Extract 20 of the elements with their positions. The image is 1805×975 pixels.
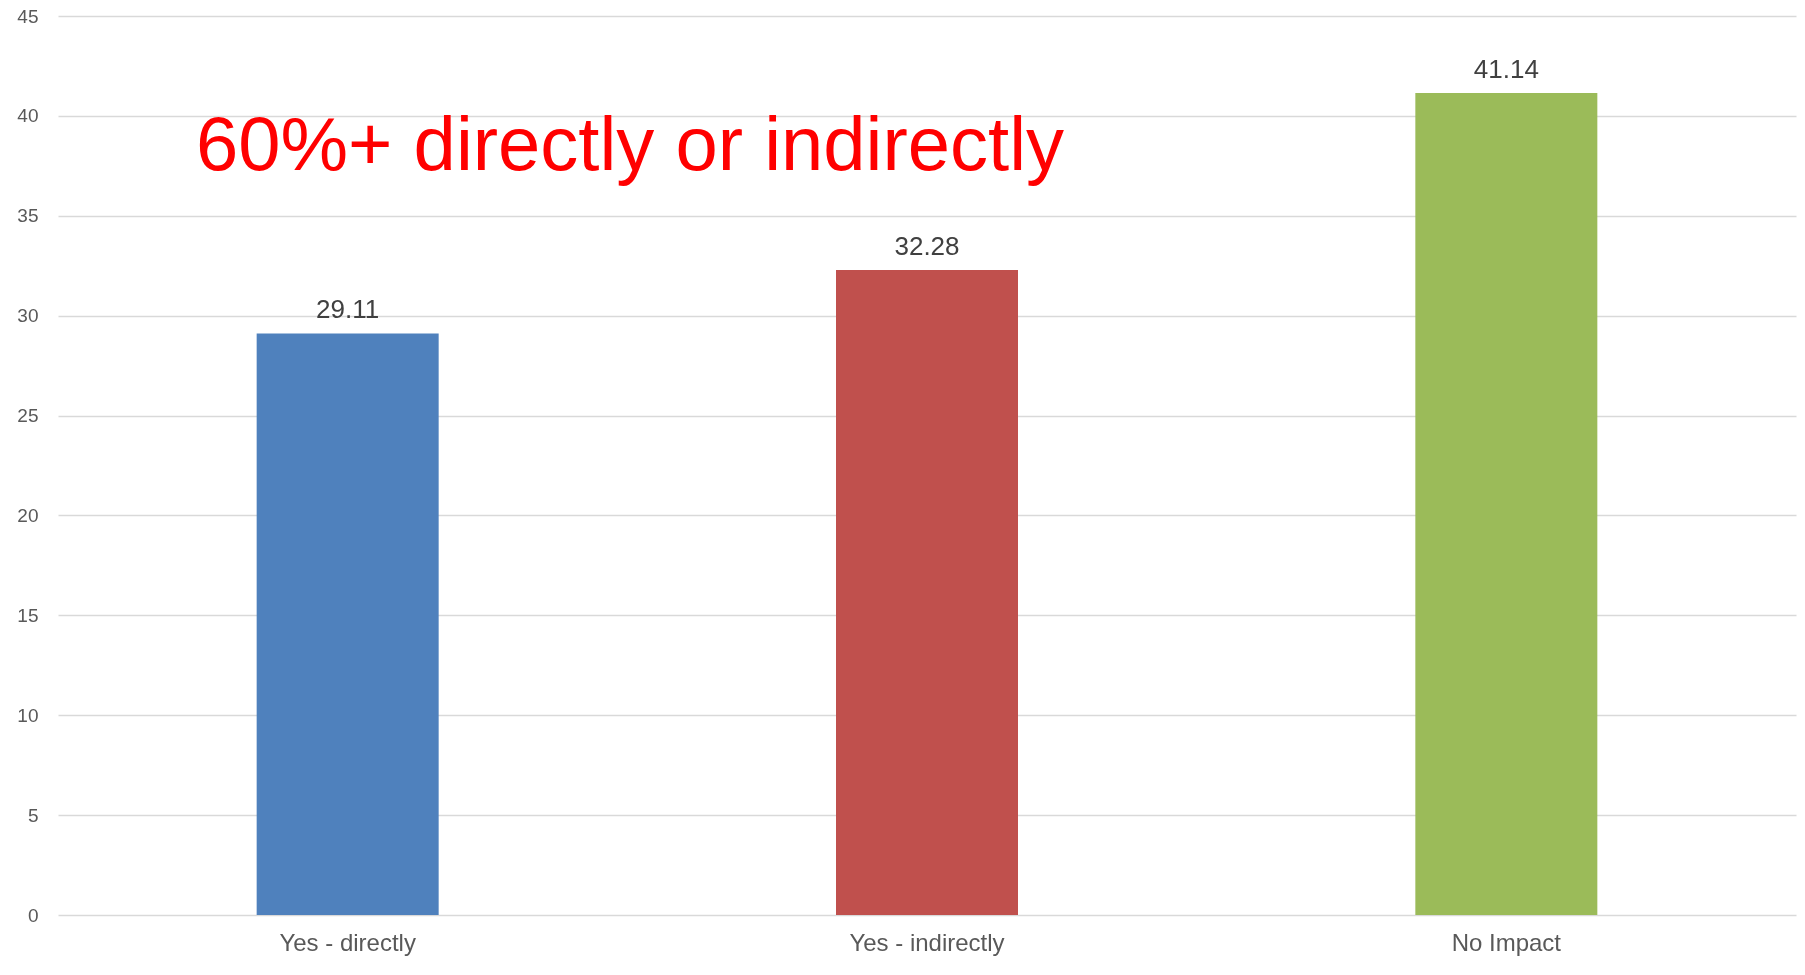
y-tick-label: 35 bbox=[17, 205, 39, 227]
y-tick-label: 0 bbox=[27, 904, 39, 926]
y-tick-label: 30 bbox=[17, 305, 39, 327]
y-tick-label: 45 bbox=[17, 5, 39, 27]
data-label: 41.14 bbox=[1473, 54, 1539, 85]
bar bbox=[836, 270, 1018, 915]
data-label: 32.28 bbox=[894, 231, 960, 262]
y-tick-label: 40 bbox=[17, 105, 39, 127]
x-tick-label: No Impact bbox=[1451, 928, 1562, 956]
data-label: 29.11 bbox=[316, 294, 380, 325]
annotation: 60%+ directly or indirectly bbox=[196, 101, 1065, 186]
y-tick-label: 10 bbox=[17, 704, 39, 726]
x-tick-label: Yes - directly bbox=[279, 928, 416, 956]
y-tick-label: 25 bbox=[17, 405, 39, 427]
y-tick-label: 5 bbox=[27, 804, 39, 826]
x-tick-label: Yes - indirectly bbox=[849, 928, 1005, 956]
y-tick-label: 15 bbox=[17, 604, 39, 626]
bar bbox=[256, 333, 439, 915]
y-tick-label: 20 bbox=[17, 504, 39, 526]
bar bbox=[1415, 93, 1598, 915]
